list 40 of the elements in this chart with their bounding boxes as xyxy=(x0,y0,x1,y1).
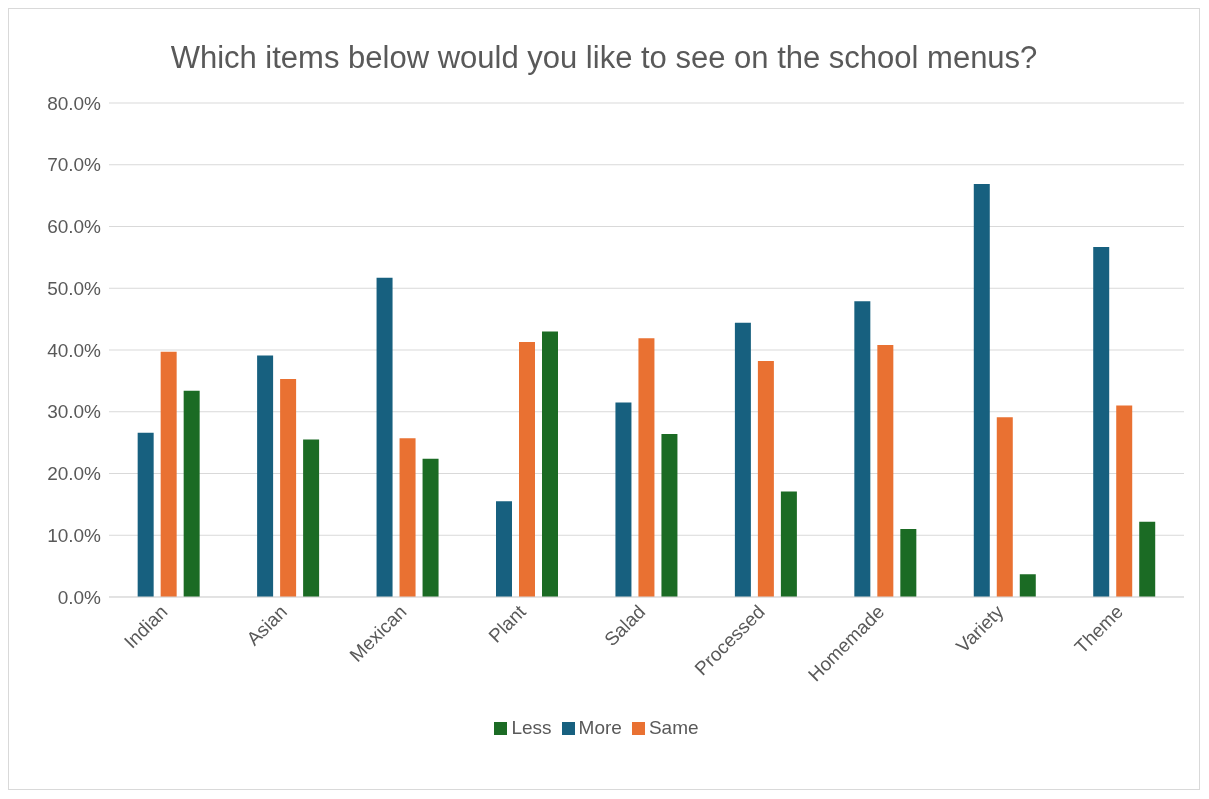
bar xyxy=(542,331,558,597)
legend-label: Same xyxy=(648,717,699,738)
legend-label: Less xyxy=(511,717,552,738)
chart-title: Which items below would you like to see on the school menus? xyxy=(169,39,1039,77)
bar xyxy=(1116,405,1133,597)
y-tick-label: 10.0% xyxy=(47,524,102,546)
bar xyxy=(1139,521,1156,597)
y-tick-label: 20.0% xyxy=(47,463,102,485)
bar xyxy=(183,390,200,597)
bar xyxy=(780,491,797,597)
bar xyxy=(1093,246,1110,597)
bar xyxy=(257,355,274,597)
bar xyxy=(877,345,894,597)
bar xyxy=(854,301,871,597)
bar xyxy=(973,183,990,597)
y-tick-label: 70.0% xyxy=(47,154,102,176)
bar xyxy=(900,529,917,597)
bar xyxy=(280,379,297,597)
bar xyxy=(519,341,535,597)
bar xyxy=(996,417,1013,597)
y-tick-label: 60.0% xyxy=(47,216,102,238)
legend-label: More xyxy=(578,717,622,738)
bar xyxy=(137,432,154,597)
bar xyxy=(496,501,512,597)
y-tick-label: 40.0% xyxy=(47,339,102,361)
bar xyxy=(422,458,439,597)
bar xyxy=(757,361,774,597)
bar xyxy=(399,438,416,597)
bar xyxy=(376,277,393,597)
y-tick-label: 50.0% xyxy=(47,277,102,299)
bar xyxy=(734,322,751,597)
bar xyxy=(1019,574,1036,597)
bar xyxy=(303,439,320,597)
bar xyxy=(661,433,678,597)
bar xyxy=(638,338,655,597)
bar xyxy=(160,351,177,597)
y-tick-label: 0.0% xyxy=(57,586,102,608)
y-tick-label: 30.0% xyxy=(47,401,102,423)
y-tick-label: 80.0% xyxy=(47,92,102,114)
bar xyxy=(615,402,632,597)
